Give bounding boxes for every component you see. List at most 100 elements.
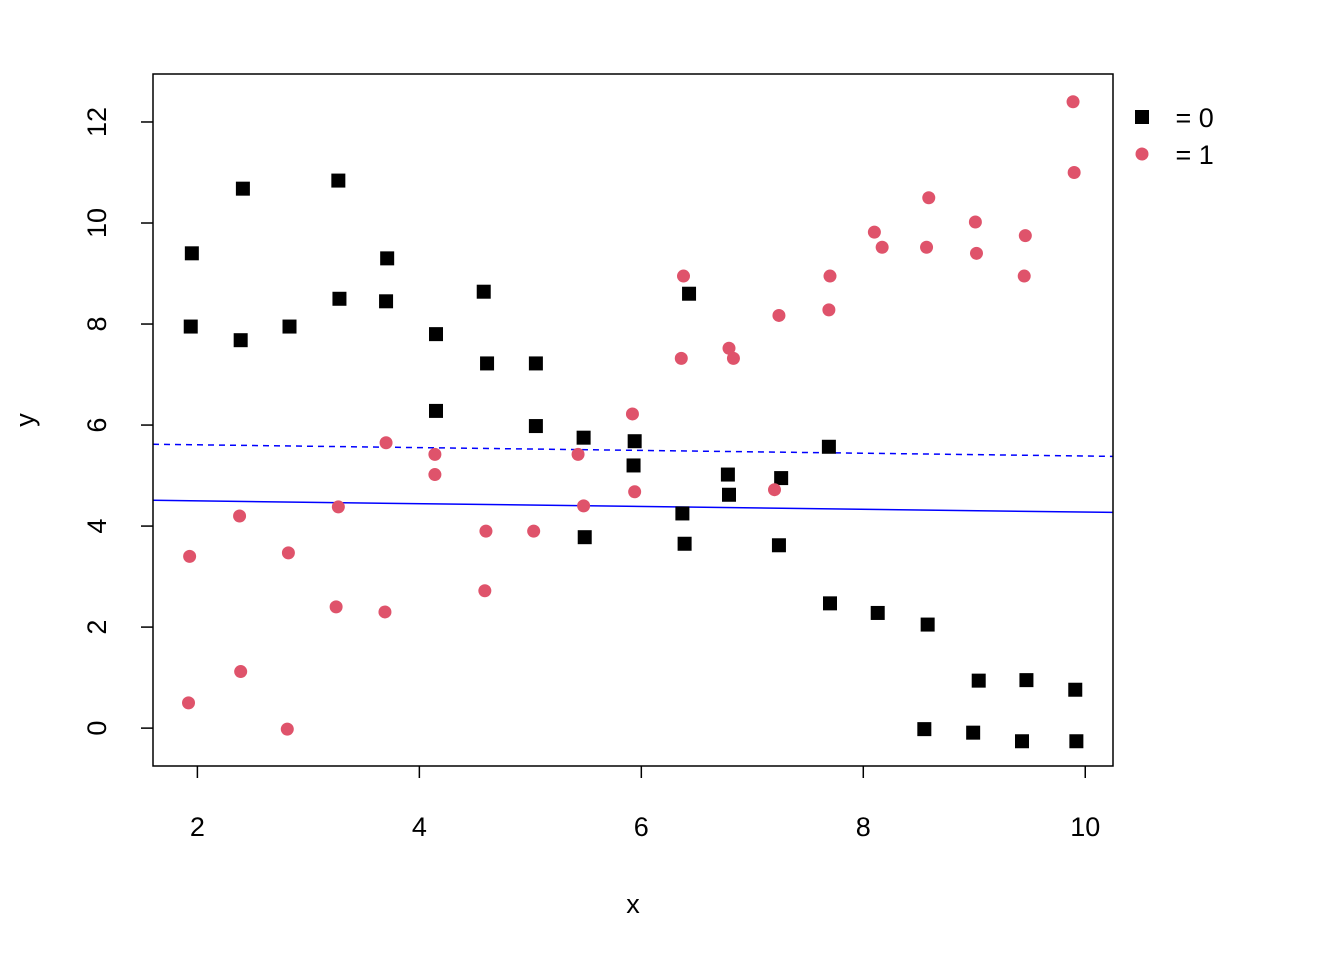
data-point-circle <box>1018 229 1032 243</box>
data-point-circle <box>768 483 782 497</box>
y-axis-label: y <box>10 413 40 427</box>
data-point-circle <box>676 269 690 283</box>
data-point-square <box>1014 734 1029 749</box>
data-point-circle <box>428 447 442 461</box>
data-point-square <box>966 725 981 740</box>
data-point-square <box>282 319 297 334</box>
data-point-circle <box>182 696 196 710</box>
data-point-circle <box>1066 95 1080 109</box>
data-point-circle <box>379 436 393 450</box>
data-point-circle <box>822 303 836 317</box>
data-point-square <box>528 419 543 434</box>
data-point-square <box>184 246 199 261</box>
legend-label: = 0 <box>1168 103 1214 133</box>
data-point-circle <box>625 407 639 421</box>
data-point-square <box>332 291 347 306</box>
y-axis: 0 2 4 6 8 10 12 <box>82 107 153 736</box>
data-point-square <box>331 173 346 188</box>
data-point-circle <box>281 546 295 560</box>
data-point-circle <box>726 351 740 365</box>
data-point-circle <box>234 665 248 679</box>
y-tick-label: 10 <box>82 208 112 238</box>
data-point-square <box>1019 673 1034 688</box>
data-point-square <box>682 286 697 301</box>
x-tick-label: 8 <box>856 812 871 842</box>
data-point-circle <box>378 605 392 619</box>
data-point-square <box>720 467 735 482</box>
data-point-square <box>183 319 198 334</box>
data-point-square <box>429 403 444 418</box>
data-point-circle <box>772 308 786 322</box>
data-point-circle <box>183 549 197 563</box>
data-point-square <box>476 284 491 299</box>
data-point-square <box>722 487 736 502</box>
data-point-square <box>626 458 641 473</box>
legend: = 0 = 1 <box>1135 103 1214 170</box>
data-point-circle <box>571 447 585 461</box>
y-tick-label: 6 <box>82 418 112 433</box>
x-axis-label: x <box>626 889 640 919</box>
data-point-square <box>821 439 836 454</box>
data-point-circle <box>875 240 889 254</box>
data-point-square <box>1068 682 1083 697</box>
data-point-circle <box>722 341 736 355</box>
y-tick-label: 0 <box>82 721 112 736</box>
data-point-circle <box>331 500 345 514</box>
data-points <box>182 95 1084 749</box>
data-point-circle <box>1067 165 1081 179</box>
data-point-circle <box>920 240 934 254</box>
data-point-circle <box>479 524 493 538</box>
y-tick-label: 8 <box>82 317 112 332</box>
plot-frame <box>152 73 1114 767</box>
y-tick-label: 4 <box>82 519 112 534</box>
solid-fit-line <box>152 499 1114 514</box>
data-point-square <box>235 181 250 196</box>
data-point-circle <box>867 225 881 239</box>
data-point-square <box>1069 734 1084 749</box>
data-point-square <box>971 673 986 688</box>
data-point-square <box>528 356 543 371</box>
data-point-circle <box>1017 269 1031 283</box>
data-point-circle <box>628 485 642 499</box>
data-point-square <box>870 605 885 620</box>
data-point-square <box>677 536 692 551</box>
data-point-square <box>917 722 932 737</box>
x-tick-label: 2 <box>190 812 205 842</box>
data-point-square <box>233 333 248 348</box>
data-point-square <box>380 251 395 266</box>
data-point-square <box>576 430 591 445</box>
data-point-circle <box>922 191 936 205</box>
data-point-circle <box>968 215 982 229</box>
data-point-square <box>577 530 592 545</box>
data-point-circle <box>478 584 492 598</box>
legend-marker-circle <box>1135 147 1149 161</box>
data-point-square <box>379 294 394 309</box>
x-tick-label: 10 <box>1070 812 1100 842</box>
data-point-square <box>920 617 935 632</box>
data-point-circle <box>329 600 343 614</box>
data-point-circle <box>233 509 247 523</box>
legend-marker-square <box>1135 110 1149 124</box>
data-point-circle <box>280 722 294 736</box>
data-point-square <box>774 471 789 486</box>
data-point-circle <box>577 499 591 513</box>
data-point-square <box>627 434 642 449</box>
x-axis: 2 4 6 8 10 <box>190 766 1100 842</box>
data-point-square <box>675 506 690 521</box>
legend-label: = 1 <box>1168 140 1214 170</box>
data-point-square <box>822 596 837 611</box>
x-tick-label: 4 <box>412 812 427 842</box>
data-point-circle <box>428 468 442 482</box>
data-point-square <box>771 538 786 553</box>
data-point-circle <box>674 351 688 365</box>
data-point-square <box>480 356 495 371</box>
x-tick-label: 6 <box>634 812 649 842</box>
data-point-circle <box>823 269 837 283</box>
y-tick-label: 12 <box>82 107 112 137</box>
y-tick-label: 2 <box>82 620 112 635</box>
data-point-circle <box>969 246 983 260</box>
reference-lines <box>152 443 1114 514</box>
data-point-circle <box>527 524 541 538</box>
data-point-square <box>429 327 444 342</box>
